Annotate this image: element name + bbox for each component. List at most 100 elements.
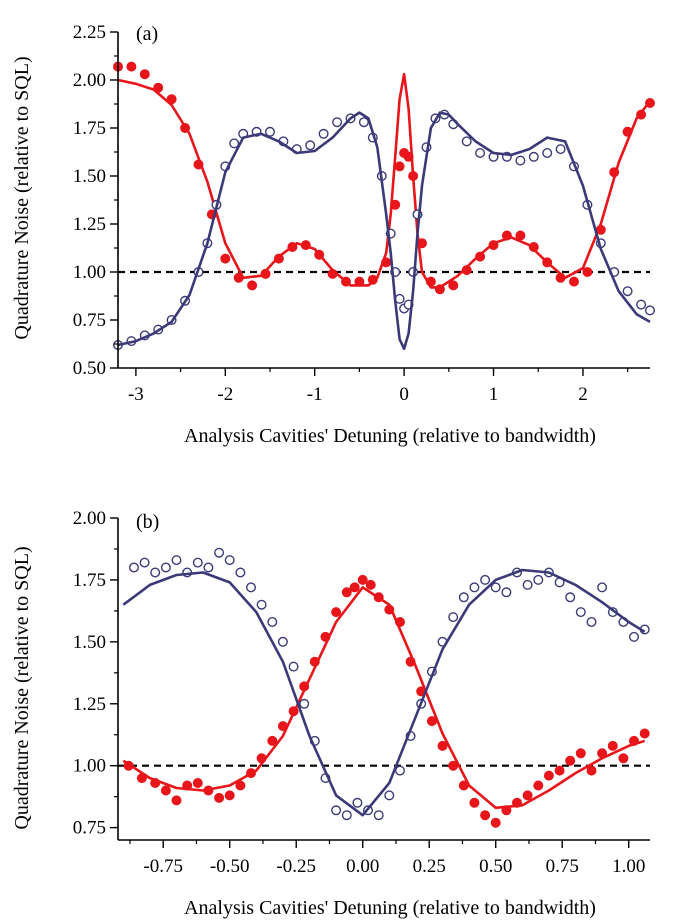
panel-b-series-2-point xyxy=(341,810,352,821)
panel-a-y-tick-label: 0.75 xyxy=(73,310,106,331)
panel-b-series-2-point xyxy=(299,698,310,709)
panel-b-series-2-point xyxy=(267,617,278,628)
panel-a-series-2-point xyxy=(555,144,566,155)
panel-b-x-tick-label: 0.00 xyxy=(346,856,379,877)
panel-a-series-1-line xyxy=(117,72,652,289)
panel-b-y-tick-label: 2.00 xyxy=(73,508,106,529)
panel-b-series-2-point xyxy=(256,599,267,610)
panel-a-series-2-point xyxy=(622,286,633,297)
panel-a-series-2-point xyxy=(358,117,369,128)
panel-b-series-0-point xyxy=(357,574,368,585)
panel-a-x-tick-label: 1 xyxy=(489,384,499,405)
panel-b-series-2-point xyxy=(235,567,246,578)
panel-b-series-0-point xyxy=(171,795,182,806)
panel-b-series-2-point xyxy=(490,582,501,593)
panel-b-series-1-line xyxy=(122,586,646,810)
panel-a-series-0-point xyxy=(448,280,459,291)
panel-b-series-2-point xyxy=(480,574,491,585)
panel-b-series-2-point xyxy=(565,592,576,603)
panel-b-series-2-point xyxy=(288,661,299,672)
panel-b-series-2-point xyxy=(203,562,214,573)
panel-b-series-0-point xyxy=(349,582,360,593)
panel-a-x-tick-label: -3 xyxy=(128,384,144,405)
panel-b-series-2-point xyxy=(586,617,597,628)
panel-b-series-0-point xyxy=(565,755,576,766)
panel-b-series-2-point xyxy=(139,557,150,568)
panel-b-xlabel: Analysis Cavities' Detuning (relative to… xyxy=(184,897,596,919)
panel-b-series-2-point xyxy=(224,555,235,566)
panel-b-plot-area xyxy=(118,547,650,828)
panel-b-series-0-point xyxy=(586,765,597,776)
panel-a-series-2-point xyxy=(645,305,656,316)
panel-b-series-0-point xyxy=(365,579,376,590)
panel-a-y-tick-label: 1.00 xyxy=(73,262,106,283)
panel-b-series-2-point xyxy=(458,592,469,603)
panel-a-ylabel: Quadrature Noise (relative to SQL) xyxy=(11,56,33,339)
panel-b-x-tick-label: 1.00 xyxy=(612,856,645,877)
panel-a-x-tick-label: 2 xyxy=(578,384,588,405)
panel-b-series-2-point xyxy=(522,579,533,590)
panel-a-series-2-point xyxy=(542,147,553,158)
panel-a-label: (a) xyxy=(136,23,158,45)
panel-a-series-0-point xyxy=(247,280,258,291)
panel-b-y-tick-label: 1.50 xyxy=(73,632,106,653)
panel-a-x-tick-label: -1 xyxy=(307,384,323,405)
panel-b-x-tick-label: -0.50 xyxy=(210,856,250,877)
panel-a-series-0-point xyxy=(126,61,137,72)
panel-a-series-group xyxy=(112,61,656,351)
panel-a-y-tick-label: 0.50 xyxy=(73,358,106,379)
panel-a-series-2-point xyxy=(318,128,329,139)
panel-b-series-0-point xyxy=(639,728,650,739)
panel-b-x-tick-label: 0.25 xyxy=(413,856,446,877)
panel-b-series-0-point xyxy=(192,778,203,789)
panel-b-series-0-point xyxy=(618,753,629,764)
panel-a-y-tick-label: 1.75 xyxy=(73,118,106,139)
panel-b-series-0-point xyxy=(480,810,491,821)
panel-b-series-0-point xyxy=(490,817,501,828)
panel-a: 0.50 0.75 1.00 1.25 1.50 1.75 2.00 2.25 -3 -2 -1 0 1… xyxy=(11,22,656,447)
panel-a-series-0-point xyxy=(139,69,150,80)
panel-b-series-2-point xyxy=(171,555,182,566)
panel-b-ylabel: Quadrature Noise (relative to SQL) xyxy=(11,546,33,829)
panel-b-x-tick-label: 0.50 xyxy=(479,856,512,877)
panel-b-y-tick-label: 1.00 xyxy=(73,756,106,777)
panel-b-series-2-point xyxy=(395,765,406,776)
panel-b-series-2-point xyxy=(160,562,171,573)
panel-b-series-2-point xyxy=(448,612,459,623)
panel-b-series-2-point xyxy=(352,797,363,808)
panel-b-series-0-point xyxy=(437,740,448,751)
panel-b-series-group xyxy=(122,547,650,828)
panel-b-series-0-point xyxy=(331,607,342,618)
panel-b-series-0-point xyxy=(543,770,554,781)
panel-a-plot-area xyxy=(112,61,656,351)
panel-b-series-2-point xyxy=(629,631,640,642)
panel-a-y-tick-label: 2.25 xyxy=(73,22,106,43)
panel-b-y-tick-label: 1.25 xyxy=(73,694,106,715)
panel-a-series-0-point xyxy=(394,161,405,172)
panel-a-y-tick-label: 1.25 xyxy=(73,214,106,235)
panel-b-series-2-point xyxy=(469,582,480,593)
panel-b-series-2-point xyxy=(575,607,586,618)
panel-a-series-2-point xyxy=(475,147,486,158)
panel-b-series-0-point xyxy=(607,740,618,751)
panel-a-series-2-point xyxy=(229,138,240,149)
panel-a-series-2-point xyxy=(528,151,539,162)
panel-b-series-2-point xyxy=(597,582,608,593)
panel-b-series-2-point xyxy=(533,574,544,585)
panel-b-series-0-point xyxy=(469,797,480,808)
panel-a-series-2-point xyxy=(332,117,343,128)
panel-a-series-0-point xyxy=(528,241,539,252)
panel-b-series-2-point xyxy=(277,636,288,647)
panel-a-x-tick-label: 0 xyxy=(399,384,409,405)
panel-b-x-tick-label: -0.25 xyxy=(276,856,316,877)
panel-b-series-2-point xyxy=(501,587,512,598)
panel-b-series-0-point xyxy=(214,792,225,803)
panel-b-series-2-point xyxy=(331,805,342,816)
panel-a-series-0-point xyxy=(582,266,593,277)
panel-b-series-0-point xyxy=(224,790,235,801)
panel-b-series-2-point xyxy=(150,567,161,578)
panel-b-series-2-point xyxy=(214,547,225,558)
panel-b-series-2-point xyxy=(128,562,139,573)
panel-b-series-0-point xyxy=(575,748,586,759)
panel-a-series-2-point xyxy=(265,126,276,137)
